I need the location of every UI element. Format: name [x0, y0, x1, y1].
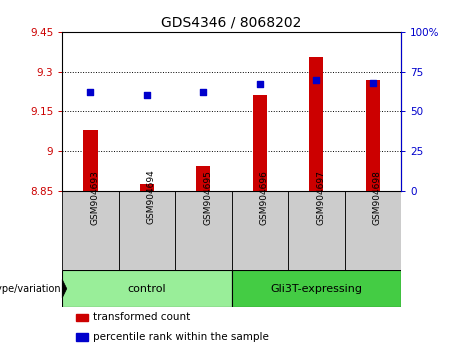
Bar [231, 270, 401, 307]
Bar [196, 166, 211, 191]
Point [143, 92, 151, 98]
Text: GSM904695: GSM904695 [203, 170, 213, 224]
Title: GDS4346 / 8068202: GDS4346 / 8068202 [161, 15, 302, 29]
Bar [309, 57, 324, 191]
Text: GSM904694: GSM904694 [147, 170, 156, 224]
Point [87, 90, 94, 95]
Bar [83, 130, 98, 191]
Text: GSM904696: GSM904696 [260, 170, 269, 224]
Point [256, 81, 264, 87]
Text: control: control [128, 284, 166, 295]
Point [200, 90, 207, 95]
Bar [288, 191, 344, 270]
Text: percentile rank within the sample: percentile rank within the sample [93, 332, 269, 342]
Text: genotype/variation: genotype/variation [0, 284, 61, 295]
Point [313, 77, 320, 82]
Bar [76, 333, 88, 341]
Bar [366, 80, 380, 191]
Bar [344, 191, 401, 270]
Bar [62, 270, 231, 307]
Text: Gli3T-expressing: Gli3T-expressing [270, 284, 362, 295]
Text: GSM904693: GSM904693 [90, 170, 100, 224]
Bar [175, 191, 231, 270]
Bar [231, 191, 288, 270]
Polygon shape [62, 279, 67, 298]
Point [369, 80, 377, 86]
Text: GSM904698: GSM904698 [373, 170, 382, 224]
Bar [76, 314, 88, 321]
Bar [140, 184, 154, 191]
Text: GSM904697: GSM904697 [316, 170, 325, 224]
Bar [253, 95, 267, 191]
Text: transformed count: transformed count [93, 312, 190, 322]
Bar [62, 191, 118, 270]
Bar [118, 191, 175, 270]
